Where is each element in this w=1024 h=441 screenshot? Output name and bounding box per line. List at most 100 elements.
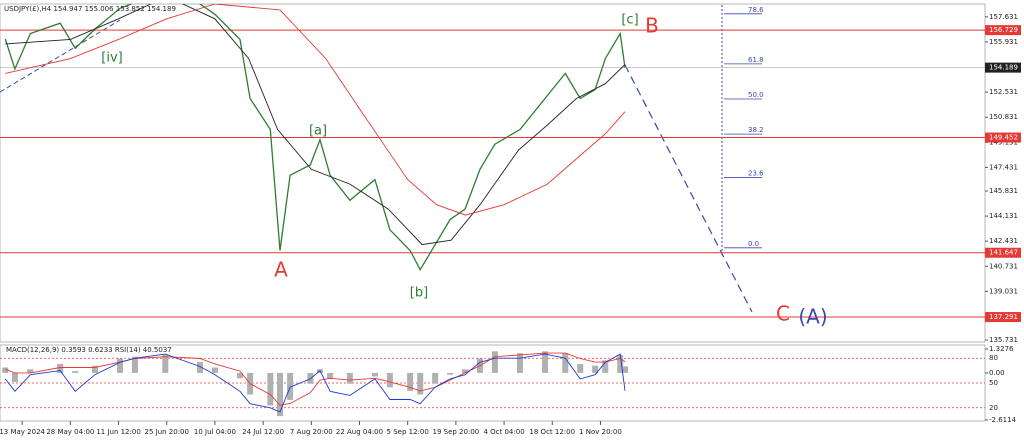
macd-bar: [602, 360, 609, 373]
x-tick-label: 5 Sep 12:00: [387, 428, 429, 436]
y-tick-label: 152.531: [989, 88, 1018, 96]
level-tag: [985, 312, 1021, 323]
wave-label: [b]: [410, 286, 428, 301]
wave-label: A: [274, 258, 288, 282]
x-tick-label: 11 Jun 12:00: [96, 428, 140, 436]
macd-bar: [542, 351, 549, 373]
indicator-line: [5, 352, 626, 406]
macd-bar: [131, 356, 138, 373]
fib-label: 0.0: [748, 240, 759, 248]
level-tag: [985, 25, 1021, 36]
level-label: 141.647: [989, 249, 1018, 257]
macd-bar: [617, 354, 624, 373]
macd-bar: [491, 351, 498, 373]
indicator-title: MACD(12,26,9) 0.3593 0.6233 RSI(14) 40.5…: [6, 346, 172, 354]
macd-bar: [27, 369, 34, 373]
macd-bar: [346, 372, 353, 384]
macd-bar: [327, 372, 334, 379]
last-price-label: 154.189: [989, 64, 1018, 72]
x-tick-label: 13 May 2024: [0, 428, 46, 436]
y-tick-label: 140.731: [989, 262, 1018, 270]
macd-bar: [386, 372, 393, 388]
macd-bar: [2, 367, 9, 373]
macd-bar: [432, 372, 439, 384]
macd-bar: [622, 366, 629, 373]
macd-bar: [447, 372, 454, 375]
x-tick-label: 25 Jun 20:00: [145, 428, 189, 436]
x-tick-label: 18 Oct 12:00: [529, 428, 575, 436]
level-label: 149.452: [989, 134, 1018, 142]
macd-bar: [116, 358, 123, 373]
macd-bar: [577, 363, 584, 373]
x-tick-label: 24 Jul 12:00: [242, 428, 284, 436]
fib-label: 61.8: [748, 56, 764, 64]
y-tick-label: 155.931: [989, 38, 1018, 46]
main-frame: [0, 3, 986, 343]
y-tick-label: 145.831: [989, 187, 1018, 195]
macd-bar: [562, 353, 569, 373]
wave-label: [iv]: [101, 51, 122, 66]
level-tag: [985, 132, 1021, 143]
y-tick-label: 150.831: [989, 113, 1018, 121]
x-tick-label: 10 Jul 04:00: [194, 428, 236, 436]
x-tick-label: 1 Nov 20:00: [579, 428, 622, 436]
wave-label: (A): [798, 305, 827, 329]
price-line: [5, 4, 626, 246]
projection-line: [624, 64, 753, 313]
trend-line: [0, 19, 121, 93]
macd-bar: [196, 362, 203, 373]
sub-plot: [0, 351, 985, 417]
macd-bar: [72, 371, 79, 373]
macd-bar: [236, 372, 243, 379]
y-tick-label: 139.031: [989, 287, 1018, 295]
macd-bar: [91, 365, 98, 373]
macd-bar: [417, 372, 424, 395]
level-label: 137.291: [989, 313, 1018, 321]
y-tick-label: 147.431: [989, 163, 1018, 171]
fib-label: 78.6: [748, 6, 764, 14]
x-tick-label: 19 Sep 20:00: [433, 428, 480, 436]
wave-label: [c]: [621, 13, 638, 28]
y-tick-label: 142.431: [989, 237, 1018, 245]
y-tick-label: 20: [989, 404, 998, 412]
macd-bar: [592, 365, 599, 373]
macd-bar: [211, 367, 218, 373]
price-line: [4, 4, 626, 272]
y2-tick-label: -2.6114: [989, 416, 1017, 424]
macd-bar: [267, 372, 274, 406]
macd-bar: [462, 369, 469, 373]
fib-label: 50.0: [748, 91, 764, 99]
y-tick-label: 50: [989, 379, 998, 387]
price-line: [5, 4, 626, 216]
macd-bar: [407, 372, 414, 391]
x-tick-label: 7 Aug 20:00: [290, 428, 333, 436]
x-tick-label: 4 Oct 04:00: [483, 428, 524, 436]
x-tick-label: 22 Aug 04:00: [336, 428, 383, 436]
x-tick-label: 28 May 04:00: [46, 428, 94, 436]
macd-bar: [57, 363, 64, 373]
macd-bar: [162, 354, 169, 373]
y-tick-label: 135.731: [989, 336, 1018, 344]
fib-label: 23.6: [748, 170, 764, 178]
macd-bar: [11, 372, 18, 382]
y-tick-label: 80: [989, 354, 998, 362]
macd-bar: [371, 372, 378, 377]
level-label: 156.729: [989, 26, 1018, 34]
fib-label: 38.2: [748, 126, 764, 134]
main-plot: [0, 4, 985, 318]
wave-label: [a]: [309, 124, 327, 139]
y-tick-label: 157.631: [989, 13, 1018, 21]
macd-bar: [276, 372, 283, 417]
last-price-tag: [985, 62, 1021, 73]
y-tick-label: 144.131: [989, 212, 1018, 220]
macd-bar: [287, 372, 294, 400]
chart-title: USDJPY(£),H4 154.947 155.006 153.852 154…: [4, 5, 176, 13]
wave-label: B: [645, 14, 659, 38]
y2-tick-label: 1.3276: [989, 345, 1014, 353]
wave-label: C: [776, 302, 790, 326]
macd-bar: [516, 353, 523, 373]
level-tag: [985, 247, 1021, 258]
indicator-line: [4, 353, 626, 413]
y2-tick-label: 0.00: [989, 369, 1005, 377]
